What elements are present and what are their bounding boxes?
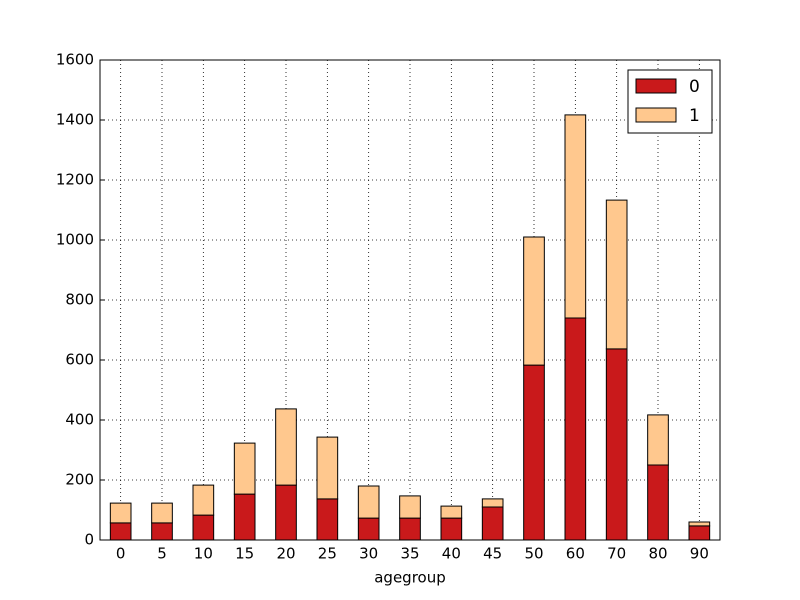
- bar: [564, 114, 587, 319]
- legend-label: 0: [689, 77, 700, 97]
- legend-label: 1: [689, 106, 700, 126]
- bar: [481, 506, 504, 541]
- x-tick-label: 45: [483, 545, 502, 563]
- x-tick-label: 90: [690, 545, 709, 563]
- bar: [233, 442, 256, 495]
- x-tick-label: 25: [318, 545, 337, 563]
- y-tick-label: 0: [84, 531, 94, 549]
- bar: [357, 517, 380, 541]
- bar: [275, 484, 297, 541]
- bar: [109, 502, 132, 524]
- bar: [647, 414, 669, 466]
- x-tick-label: 70: [607, 545, 626, 563]
- legend-swatch: [635, 78, 677, 94]
- y-tick-label: 800: [65, 291, 94, 309]
- y-tick-label: 600: [65, 351, 94, 369]
- bar: [523, 236, 545, 366]
- bar: [357, 485, 380, 519]
- x-tick-label: 15: [235, 545, 254, 563]
- y-tick-label: 400: [65, 411, 94, 429]
- bar: [688, 525, 711, 541]
- x-tick-label: 20: [276, 545, 295, 563]
- y-tick-label: 1200: [56, 171, 94, 189]
- bar: [275, 408, 297, 486]
- y-tick-label: 1400: [56, 111, 94, 129]
- bar: [316, 498, 339, 541]
- bar: [605, 199, 628, 350]
- bar: [440, 517, 463, 541]
- bar: [316, 436, 339, 500]
- x-tick-label: 80: [648, 545, 667, 563]
- bar: [109, 522, 132, 541]
- bar: [192, 484, 215, 516]
- bar: [399, 495, 421, 519]
- bar: [688, 521, 711, 527]
- bar: [647, 464, 669, 541]
- legend-swatch: [635, 107, 677, 123]
- bar: [151, 502, 173, 524]
- x-tick-label: 0: [116, 545, 126, 563]
- x-tick-label: 30: [359, 545, 378, 563]
- bar: [233, 493, 256, 541]
- x-tick-label: 10: [194, 545, 213, 563]
- x-tick-label: 40: [442, 545, 461, 563]
- bar: [151, 522, 173, 541]
- y-tick-label: 1000: [56, 231, 94, 249]
- bar: [523, 364, 545, 541]
- bar: [564, 317, 587, 541]
- bar: [399, 517, 421, 541]
- x-tick-label: 35: [400, 545, 419, 563]
- x-axis-label: agegroup: [374, 569, 446, 587]
- plot-frame: [99, 59, 721, 541]
- x-tick-label: 50: [524, 545, 543, 563]
- bar: [481, 498, 504, 508]
- bar: [192, 514, 215, 541]
- x-tick-label: 60: [566, 545, 585, 563]
- bar: [440, 505, 463, 519]
- bar: [605, 348, 628, 541]
- x-tick-label: 5: [157, 545, 167, 563]
- y-tick-label: 1600: [56, 51, 94, 69]
- y-tick-label: 200: [65, 471, 94, 489]
